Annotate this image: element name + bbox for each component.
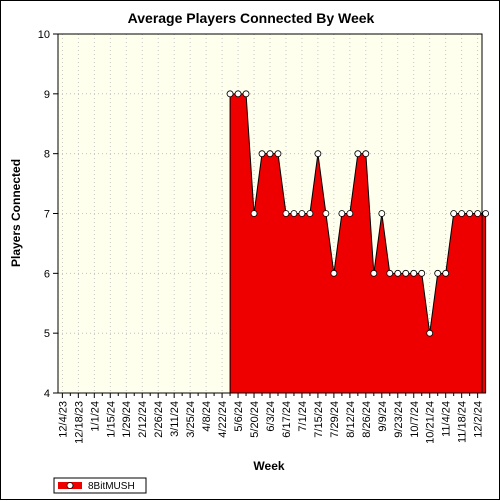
data-point: [314, 150, 322, 158]
x-tick-label: 10/21/24: [425, 401, 437, 444]
data-point: [466, 210, 474, 217]
data-point: [250, 210, 258, 217]
data-point: [346, 210, 354, 217]
x-tick-label: 7/1/24: [297, 401, 309, 432]
y-tick-label: 8: [44, 149, 50, 161]
x-tick-label: 4/8/24: [201, 401, 213, 432]
x-tick-label: 12/2/24: [473, 401, 485, 438]
x-tick-label: 7/15/24: [313, 401, 325, 438]
x-tick-label: 3/11/24: [169, 401, 181, 437]
data-point: [338, 210, 346, 217]
data-point: [274, 150, 282, 158]
y-axis-ticks: 4 5 6 7 8 9 10: [38, 29, 58, 400]
data-point: [482, 210, 490, 217]
data-point: [394, 269, 402, 277]
y-tick-label: 6: [44, 268, 50, 280]
data-point: [402, 269, 410, 277]
data-point: [266, 150, 274, 158]
y-tick-label: 5: [44, 328, 50, 340]
x-tick-label: 6/3/24: [265, 401, 277, 432]
x-tick-label: 9/23/24: [393, 401, 405, 438]
y-axis-label: Players Connected: [9, 159, 23, 267]
x-tick-label: 5/20/24: [249, 401, 261, 438]
data-point: [362, 150, 370, 158]
series-markers-layer: [226, 90, 490, 337]
x-tick-label: 3/25/24: [185, 401, 197, 438]
x-tick-label: 1/1/24: [89, 401, 101, 432]
x-tick-label: 8/12/24: [345, 401, 357, 438]
x-tick-label: 9/9/24: [377, 401, 389, 432]
data-point: [330, 269, 338, 277]
x-tick-label: 2/12/24: [137, 401, 149, 438]
x-tick-label: 10/7/24: [409, 401, 421, 438]
data-point: [474, 210, 482, 217]
data-point: [226, 90, 234, 98]
data-point: [242, 90, 250, 98]
y-tick-label: 9: [44, 89, 50, 101]
x-tick-label: 5/6/24: [233, 401, 245, 432]
data-point: [434, 269, 442, 277]
data-point: [386, 269, 394, 277]
legend: 8BitMUSH: [53, 477, 147, 494]
x-tick-label: 8/26/24: [361, 401, 373, 438]
data-point: [418, 269, 426, 277]
data-point: [410, 269, 418, 277]
x-tick-label: 2/26/24: [153, 401, 165, 438]
data-point: [234, 90, 242, 98]
x-tick-label: 1/29/24: [121, 401, 133, 438]
data-point: [290, 210, 298, 217]
data-point: [322, 210, 330, 217]
x-axis-label: Week: [253, 459, 284, 473]
x-tick-label: 11/4/24: [441, 401, 453, 437]
data-point: [298, 210, 306, 217]
chart-title: Average Players Connected By Week: [128, 10, 375, 26]
y-tick-label: 10: [38, 29, 50, 41]
x-tick-label: 4/22/24: [217, 401, 229, 438]
x-axis-ticks: 12/4/23 12/18/23 1/1/24 1/15/24 1/29/24 2/12/…: [57, 393, 485, 444]
data-point: [450, 210, 458, 217]
x-tick-label: 11/18/24: [457, 401, 469, 443]
legend-marker: [66, 482, 74, 489]
x-tick-label: 6/17/24: [281, 401, 293, 438]
y-tick-label: 7: [44, 209, 50, 221]
data-point: [442, 269, 450, 277]
x-tick-label: 12/4/23: [57, 401, 69, 438]
data-point: [354, 150, 362, 158]
data-point: [370, 269, 378, 277]
legend-box: [53, 477, 147, 494]
x-tick-label: 12/18/23: [73, 401, 85, 444]
data-point: [258, 150, 266, 158]
data-point: [378, 210, 386, 217]
data-point: [458, 210, 466, 217]
x-tick-label: 1/15/24: [105, 401, 117, 438]
data-point: [426, 329, 434, 337]
legend-label: 8BitMUSH: [88, 481, 135, 492]
data-point: [306, 210, 314, 217]
data-point: [282, 210, 290, 217]
x-tick-label: 7/29/24: [329, 401, 341, 438]
y-tick-label: 4: [44, 388, 50, 400]
